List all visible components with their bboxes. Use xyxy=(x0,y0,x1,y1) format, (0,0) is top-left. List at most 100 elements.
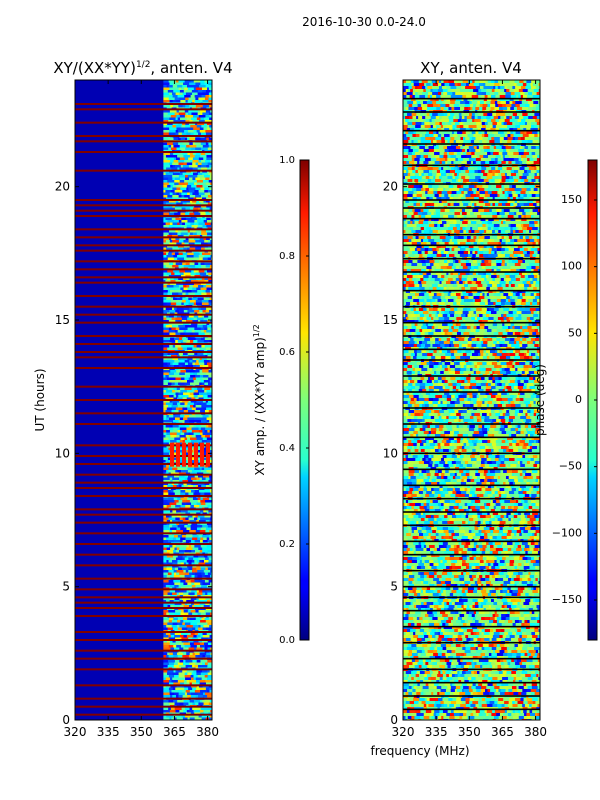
left-heatmap-cell xyxy=(176,127,181,131)
left-heatmap-cell xyxy=(185,325,192,328)
left-heatmap-cell xyxy=(185,292,189,296)
left-heatmap-cell xyxy=(183,700,191,703)
right-heatmap-cell xyxy=(505,134,508,138)
right-heatmap-cell xyxy=(435,137,442,141)
left-heatmap-cell xyxy=(196,200,200,203)
left-heatmap-cell xyxy=(180,682,185,686)
left-heatmap-cell xyxy=(163,447,169,451)
left-heatmap-cell xyxy=(171,252,176,256)
left-heatmap-cell xyxy=(200,497,204,501)
right-heatmap-cell xyxy=(443,119,450,123)
right-heatmap-cell xyxy=(480,212,485,216)
right-heatmap-cell xyxy=(459,122,464,126)
right-heatmap-cell xyxy=(427,98,431,102)
right-heatmap-cell xyxy=(411,125,416,129)
left-heatmap-cell xyxy=(200,217,207,221)
left-heatmap-cell xyxy=(163,272,168,276)
left-heatmap-cell xyxy=(204,240,209,243)
left-heatmap-cell xyxy=(183,590,187,593)
left-heatmap-cell xyxy=(185,122,190,126)
right-heatmap-cell xyxy=(503,116,507,120)
left-heatmap-cell xyxy=(210,442,212,446)
right-heatmap-cell xyxy=(473,92,478,96)
right-heatmap-cell xyxy=(517,137,522,141)
left-heatmap-cell xyxy=(169,690,172,693)
right-heatmap-cell xyxy=(522,161,527,165)
left-heatmap-cell xyxy=(165,572,169,576)
left-heatmap-cell xyxy=(168,687,174,691)
left-heatmap-cell xyxy=(173,397,178,401)
right-heatmap-cell xyxy=(417,212,423,216)
right-heatmap-cell xyxy=(498,116,501,120)
right-heatmap-cell xyxy=(509,89,515,93)
right-heatmap-cell xyxy=(458,173,464,177)
left-heatmap-cell xyxy=(168,287,176,291)
left-heatmap-cell xyxy=(169,612,175,616)
right-heatmap-cell xyxy=(454,107,461,111)
right-heatmap-cell xyxy=(515,209,520,213)
right-heatmap-cell xyxy=(412,221,415,225)
right-heatmap-cell xyxy=(445,161,448,165)
left-heatmap-cell xyxy=(187,582,192,586)
right-heatmap-cell xyxy=(461,98,464,102)
left-heatmap-cell xyxy=(180,100,186,103)
left-heatmap-cell xyxy=(202,547,209,551)
left-heatmap-cell xyxy=(174,547,178,551)
left-heatmap-cell xyxy=(170,520,173,523)
right-heatmap-cell xyxy=(414,128,421,132)
left-heatmap-cell xyxy=(170,132,176,136)
left-heatmap-cell xyxy=(167,380,170,383)
left-heatmap-cell xyxy=(199,685,203,688)
left-heatmap-cell xyxy=(188,187,193,191)
left-heatmap-cell xyxy=(201,292,207,296)
left-heatmap-cell xyxy=(206,182,211,186)
left-heatmap-cell xyxy=(191,490,196,493)
left-heatmap-cell xyxy=(184,130,189,133)
left-heatmap-cell xyxy=(206,677,212,681)
left-heatmap-cell xyxy=(163,457,169,461)
left-heatmap-cell xyxy=(207,262,212,266)
left-heatmap-cell xyxy=(194,190,199,193)
right-heatmap-cell xyxy=(526,161,531,165)
right-heatmap-cell xyxy=(465,227,471,231)
right-heatmap-cell xyxy=(465,170,470,174)
right-heatmap-cell xyxy=(428,188,434,192)
right-heatmap-cell xyxy=(443,92,448,96)
left-heatmap-cell xyxy=(169,207,176,211)
right-heatmap-cell xyxy=(438,98,442,102)
left-heatmap-cell xyxy=(163,95,170,98)
right-heatmap-cell xyxy=(521,155,527,159)
right-heatmap-cell xyxy=(421,122,425,126)
left-heatmap-cell xyxy=(209,477,212,481)
left-heatmap-cell xyxy=(199,560,203,563)
right-heatmap-cell xyxy=(523,158,528,162)
right-heatmap-cell xyxy=(452,92,456,96)
left-heatmap-cell xyxy=(178,675,186,678)
right-heatmap-cell xyxy=(425,176,430,180)
right-heatmap-cell xyxy=(534,173,538,177)
left-heatmap-cell xyxy=(202,387,205,391)
right-heatmap-cell xyxy=(526,218,531,222)
left-heatmap-cell xyxy=(185,690,191,693)
left-heatmap-cell xyxy=(173,277,179,281)
left-heatmap-cell xyxy=(167,292,173,296)
right-heatmap-cell xyxy=(486,230,493,234)
left-heatmap-cell xyxy=(182,655,190,658)
right-heatmap-cell xyxy=(462,227,466,231)
left-heatmap-cell xyxy=(175,320,179,323)
left-heatmap-cell xyxy=(170,435,177,438)
left-hot-block-cell xyxy=(194,442,199,467)
right-heatmap-cell xyxy=(485,158,492,162)
right-heatmap-cell xyxy=(476,185,483,189)
right-heatmap-cell xyxy=(526,176,532,180)
right-heatmap-cell xyxy=(498,230,502,234)
left-heatmap-cell xyxy=(180,377,185,381)
right-heatmap-cell xyxy=(520,128,524,132)
right-heatmap-cell xyxy=(406,134,410,138)
right-heatmap-cell xyxy=(480,152,486,156)
right-heatmap-cell xyxy=(439,242,446,246)
right-heatmap-cell xyxy=(425,86,428,90)
left-heatmap-cell xyxy=(163,682,170,686)
right-heatmap-cell xyxy=(520,125,526,129)
left-heatmap-cell xyxy=(192,320,199,323)
